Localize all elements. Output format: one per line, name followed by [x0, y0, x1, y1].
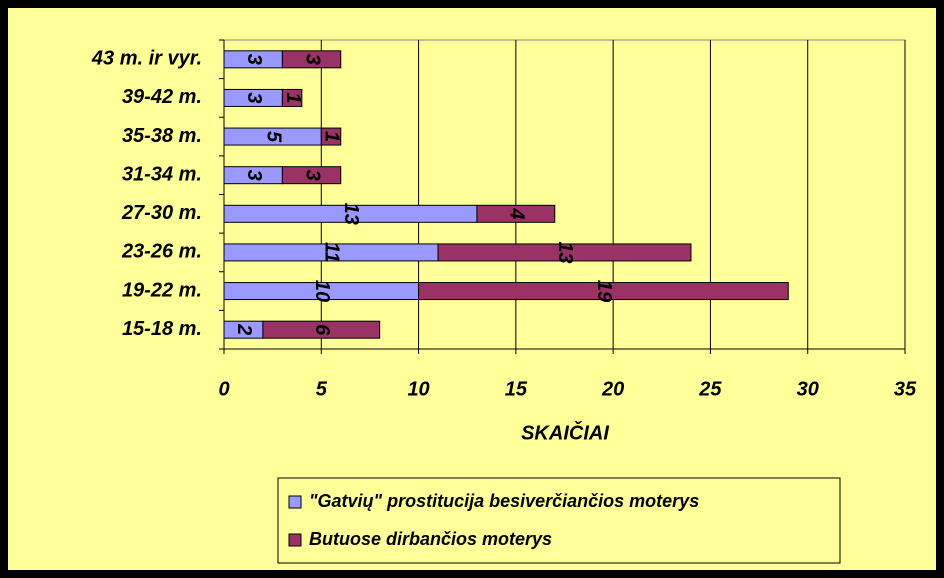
x-tick-label: 15: [505, 378, 528, 400]
x-tick-label: 10: [407, 378, 429, 400]
data-label: 1: [321, 131, 343, 142]
data-label: 3: [301, 170, 323, 181]
data-label: 3: [301, 54, 323, 65]
bar-segment: [476, 204, 556, 223]
x-tick-label: 0: [218, 378, 229, 400]
data-label: 1: [282, 92, 304, 103]
bar-segment: [320, 127, 342, 146]
y-tick-label: 15-18 m.: [122, 318, 202, 340]
data-label: 2: [233, 323, 255, 335]
legend-swatch: [288, 533, 302, 547]
bar-segment: [262, 320, 381, 339]
y-tick-label: 43 m. ir vyr.: [91, 48, 202, 70]
x-tick-label: 30: [797, 378, 819, 400]
legend-label: "Gatvių" prostitucija besiverčiančios mo…: [309, 491, 699, 511]
data-label: 3: [243, 170, 265, 181]
y-tick-label: 19-22 m.: [122, 279, 202, 301]
bar-segment: [418, 282, 789, 301]
plot-area: [223, 39, 906, 350]
x-tick-label: 5: [316, 378, 328, 400]
data-label: 11: [321, 242, 343, 263]
x-tick-label: 35: [894, 378, 917, 400]
data-label: 6: [311, 324, 333, 336]
data-label: 13: [340, 203, 362, 225]
data-label: 3: [243, 92, 265, 103]
data-label: 10: [311, 280, 333, 302]
y-tick-label: 39-42 m.: [122, 86, 202, 108]
y-tick-label: 27-30 m.: [121, 202, 202, 224]
y-tick-label: 31-34 m.: [122, 163, 202, 185]
data-label: 3: [243, 54, 265, 65]
data-label: 5: [262, 131, 284, 143]
bar-segment: [437, 243, 692, 262]
y-tick-label: 35-38 m.: [122, 125, 202, 147]
x-tick-label: 20: [601, 378, 624, 400]
data-label: 13: [554, 241, 576, 263]
x-axis-title: SKAIČIAI: [521, 420, 609, 444]
legend-swatch: [288, 495, 302, 509]
bar-segment: [281, 166, 342, 185]
legend: [277, 477, 841, 564]
bar-segment: [281, 88, 303, 107]
bar-segment: [281, 50, 342, 69]
legend-label: Butuose dirbančios moterys: [309, 529, 552, 549]
data-label: 19: [593, 280, 615, 303]
data-label: 4: [506, 207, 528, 219]
x-tick-label: 25: [698, 378, 722, 400]
y-tick-label: 23-26 m.: [121, 241, 202, 263]
